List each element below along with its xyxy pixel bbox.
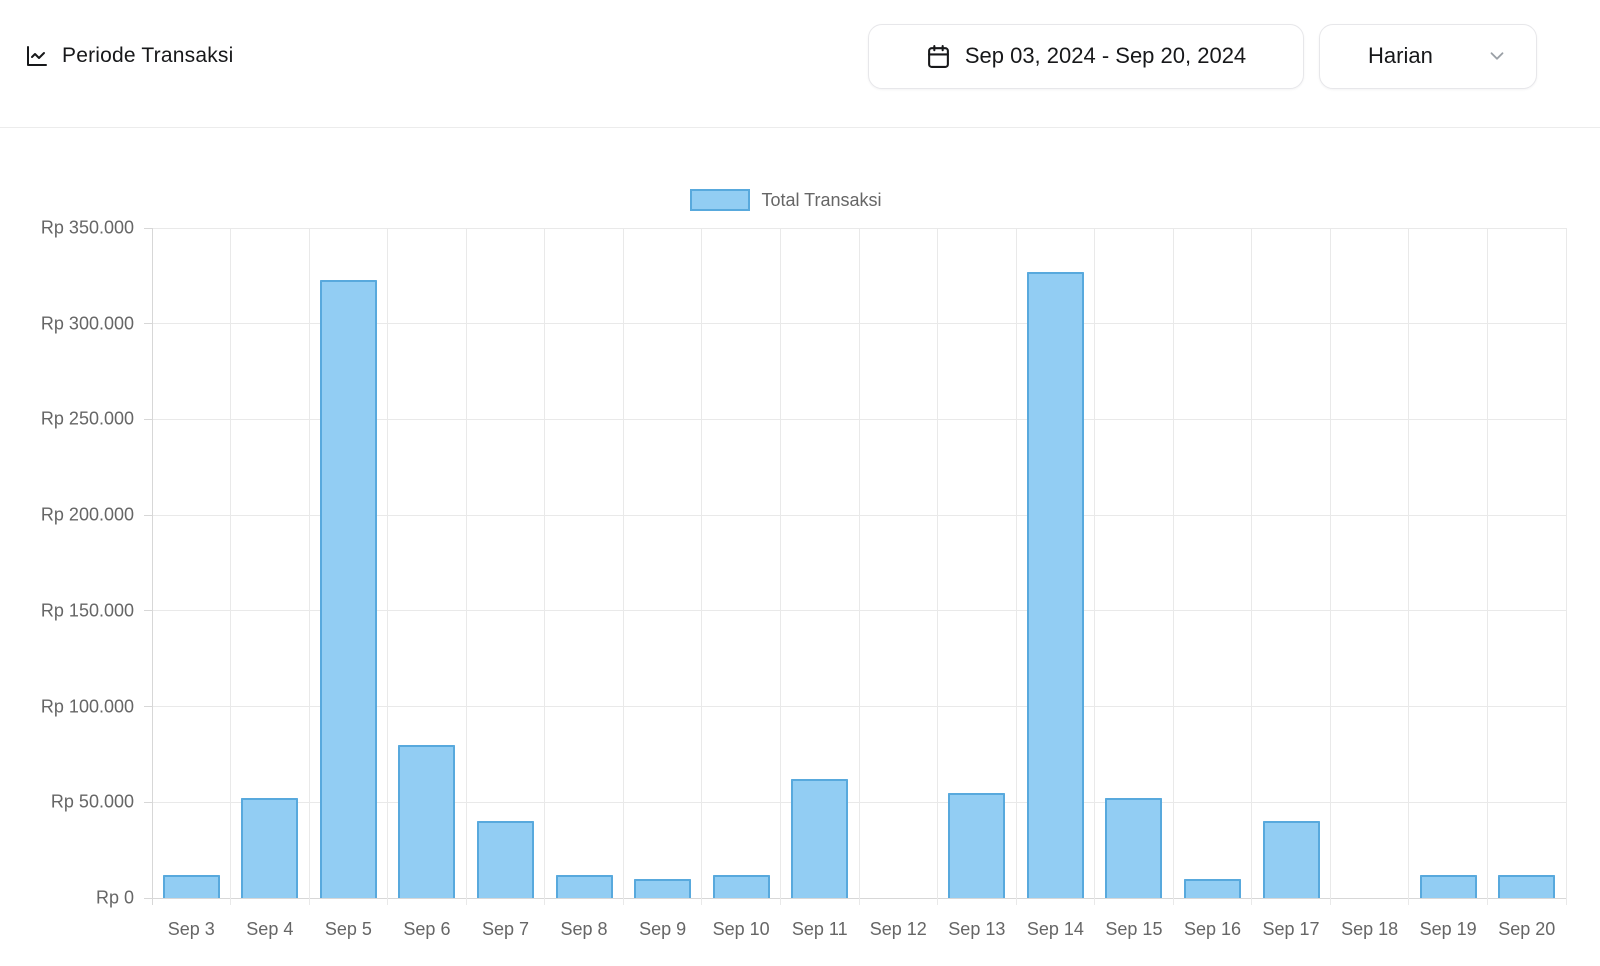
y-axis-border	[151, 228, 153, 905]
x-axis-label: Sep 10	[712, 919, 770, 939]
x-axis-label: Sep 4	[246, 919, 294, 939]
y-axis-label: Rp 50.000	[50, 791, 134, 812]
y-axis-label: Rp 150.000	[40, 600, 134, 621]
y-axis-label: Rp 350.000	[40, 217, 134, 238]
date-range-picker[interactable]: Sep 03, 2024 - Sep 20, 2024	[868, 23, 1304, 89]
y-axis-label: Rp 250.000	[40, 408, 134, 429]
x-axis-label: Sep 14	[1026, 919, 1084, 939]
x-gridline	[1408, 228, 1410, 905]
bar-sep-10[interactable]	[712, 875, 770, 898]
chart-line-icon	[25, 44, 49, 68]
page-title: Periode Transaksi	[62, 44, 234, 67]
bar-sep-20[interactable]	[1498, 875, 1556, 898]
x-gridline	[701, 228, 703, 905]
y-tick-mark	[144, 227, 152, 229]
x-axis-label: Sep 18	[1341, 919, 1399, 939]
x-gridline	[779, 228, 781, 905]
legend-label: Total Transaksi	[761, 189, 882, 210]
x-gridline	[622, 228, 624, 905]
y-tick-mark	[144, 897, 152, 899]
chevron-down-icon	[1486, 45, 1508, 67]
x-gridline	[387, 228, 389, 905]
x-axis-label: Sep 17	[1262, 919, 1320, 939]
bar-sep-6[interactable]	[398, 744, 456, 898]
x-gridline	[465, 228, 467, 905]
y-axis-label: Rp 200.000	[40, 504, 134, 525]
y-axis-label: Rp 0	[95, 887, 134, 908]
x-gridline	[1251, 228, 1253, 905]
x-gridline	[544, 228, 546, 905]
x-axis-label: Sep 20	[1498, 919, 1556, 939]
x-gridline	[230, 228, 232, 905]
x-gridline	[308, 228, 310, 905]
x-gridline	[937, 228, 939, 905]
y-tick-mark	[144, 706, 152, 708]
period-dropdown[interactable]: Harian	[1319, 23, 1537, 89]
y-axis-label: Rp 300.000	[40, 313, 134, 334]
header-title-group: Periode Transaksi	[25, 44, 233, 68]
x-axis-label: Sep 19	[1419, 919, 1477, 939]
y-tick-mark	[144, 418, 152, 420]
bar-sep-13[interactable]	[948, 792, 1006, 898]
x-axis-label: Sep 3	[167, 919, 215, 939]
x-axis-label: Sep 13	[948, 919, 1006, 939]
bar-sep-16[interactable]	[1184, 878, 1241, 898]
bar-sep-14[interactable]	[1026, 272, 1084, 898]
bar-sep-3[interactable]	[162, 875, 220, 898]
y-tick-mark	[144, 801, 152, 803]
x-axis-label: Sep 15	[1105, 919, 1163, 939]
date-range-value: Sep 03, 2024 - Sep 20, 2024	[964, 43, 1247, 68]
legend-swatch	[690, 189, 751, 211]
x-axis-label: Sep 16	[1183, 919, 1242, 939]
y-tick-mark	[144, 610, 152, 612]
x-axis-label: Sep 7	[481, 919, 530, 939]
x-axis-label: Sep 6	[403, 919, 451, 939]
legend-item-total-transaksi[interactable]: Total Transaksi	[0, 189, 1572, 211]
x-axis-label: Sep 8	[560, 919, 608, 939]
bar-sep-5[interactable]	[319, 279, 377, 898]
bar-sep-15[interactable]	[1105, 798, 1163, 898]
y-axis-label: Rp 100.000	[40, 696, 134, 717]
x-axis-label: Sep 5	[324, 919, 372, 939]
x-gridline	[1486, 228, 1488, 905]
x-gridline	[1565, 228, 1567, 905]
x-axis-label: Sep 12	[869, 919, 927, 939]
x-axis-label: Sep 9	[639, 919, 687, 939]
calendar-icon	[926, 44, 951, 69]
bar-sep-4[interactable]	[241, 798, 299, 898]
x-gridline	[1015, 228, 1017, 905]
bar-sep-8[interactable]	[555, 875, 613, 898]
x-gridline	[1172, 228, 1174, 905]
x-gridline	[1094, 228, 1096, 905]
header-controls: Sep 03, 2024 - Sep 20, 2024 Harian	[868, 23, 1537, 89]
bar-sep-17[interactable]	[1262, 821, 1320, 898]
bar-chart-plot: Rp 0 Rp 50.000 Rp 100.000 Rp 150.000 Rp 200.…	[41, 218, 1567, 939]
bar-sep-19[interactable]	[1419, 875, 1477, 898]
panel-header: Periode Transaksi Sep 03, 2024 - Sep 20,…	[0, 0, 1600, 128]
x-axis-label: Sep 11	[791, 919, 848, 939]
bar-sep-11[interactable]	[791, 779, 849, 898]
y-tick-mark	[144, 323, 152, 325]
bar-sep-9[interactable]	[634, 878, 692, 898]
bar-sep-7[interactable]	[477, 821, 534, 898]
period-dropdown-value: Harian	[1368, 43, 1433, 68]
y-tick-mark	[144, 514, 152, 516]
x-gridline	[1329, 228, 1331, 905]
x-gridline	[858, 228, 860, 905]
